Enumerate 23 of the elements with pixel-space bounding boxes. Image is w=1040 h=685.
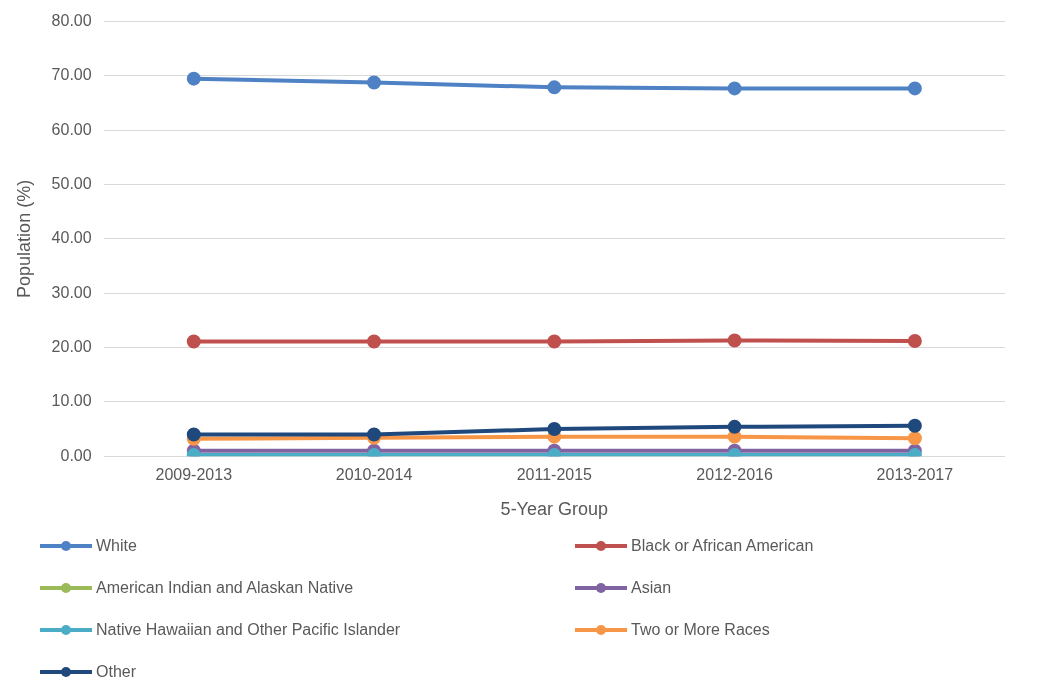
x-tick-label: 2013-2017 (876, 466, 954, 484)
y-tick-label: 0.00 (60, 446, 92, 464)
y-tick-label: 30.00 (51, 283, 92, 301)
x-tick-label: 2012-2016 (696, 466, 773, 484)
legend-label: White (96, 536, 137, 555)
legend-label: Asian (631, 578, 672, 597)
legend-label: American Indian and Alaskan Native (96, 578, 354, 597)
legend-label: Other (96, 662, 137, 681)
legend-label: Black or African American (631, 536, 814, 555)
y-tick-label: 80.00 (51, 12, 92, 30)
y-tick-label: 40.00 (51, 229, 92, 247)
legend-label: Native Hawaiian and Other Pacific Islander (96, 620, 401, 639)
x-tick-label: 2009-2013 (155, 466, 233, 484)
x-tick-label: 2011-2015 (516, 466, 593, 484)
x-tick-label: 2010-2014 (335, 466, 413, 484)
x-axis-title: 5-Year Group (500, 499, 609, 520)
y-tick-label: 10.00 (51, 392, 92, 410)
y-tick-label: 50.00 (51, 174, 92, 192)
y-tick-label: 70.00 (51, 66, 92, 84)
y-axis-title: Population (%) (13, 179, 34, 298)
legend-label: Two or More Races (631, 620, 770, 639)
y-tick-label: 60.00 (51, 120, 92, 138)
y-tick-label: 20.00 (51, 337, 92, 355)
